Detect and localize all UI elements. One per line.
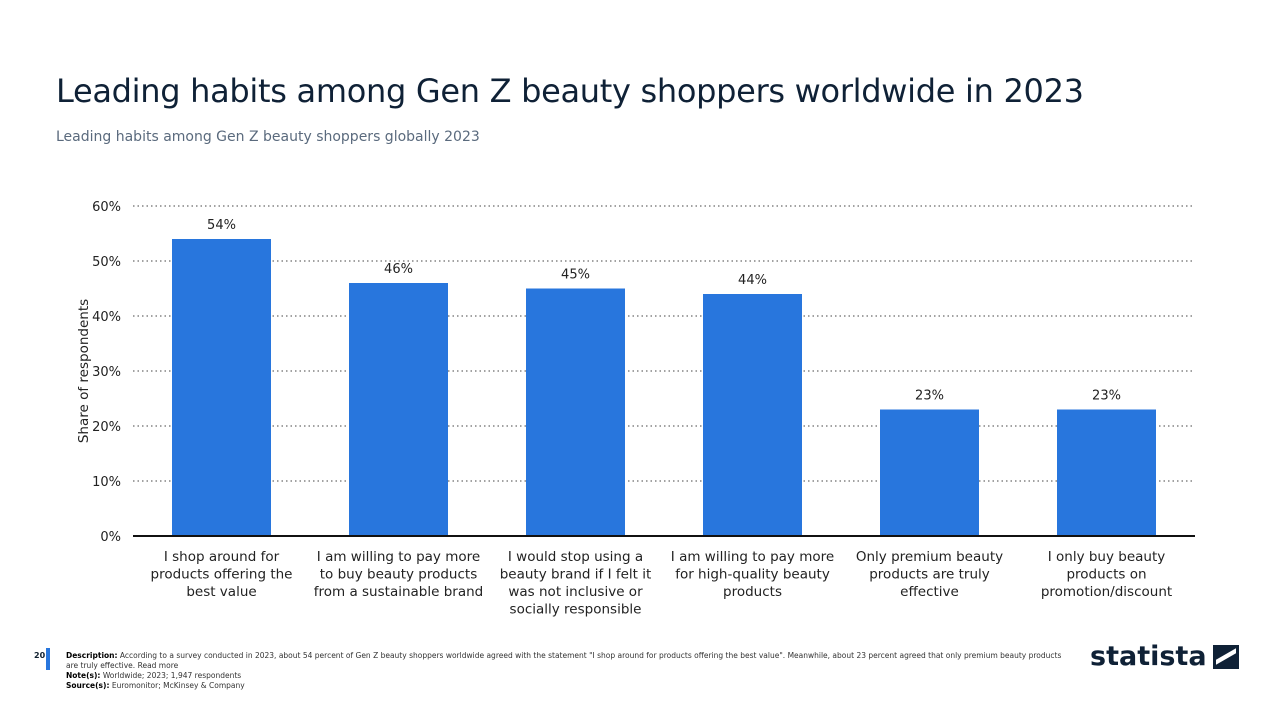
notes-label: Note(s): (66, 671, 101, 680)
logo-text: statista (1090, 641, 1207, 672)
data-label: 23% (915, 389, 944, 404)
x-tick-label: promotion/discount (1041, 584, 1172, 600)
data-label: 54% (207, 218, 236, 233)
bar (1057, 409, 1156, 536)
x-tick-label: from a sustainable brand (314, 584, 483, 600)
chart-title: Leading habits among Gen Z beauty shoppe… (56, 72, 1084, 110)
bar (526, 288, 625, 536)
y-tick-label: 20% (92, 420, 121, 435)
notes-text: Worldwide; 2023; 1,947 respondents (102, 671, 242, 680)
y-tick-label: 50% (92, 255, 121, 270)
x-tick-label: I am willing to pay more (317, 549, 480, 565)
data-label: 44% (738, 273, 767, 288)
x-tick-label: for high-quality beauty (675, 567, 830, 583)
x-tick-label: to buy beauty products (320, 567, 478, 583)
x-tick-label: beauty brand if I felt it (500, 567, 652, 583)
y-tick-label: 10% (92, 475, 121, 490)
x-tick-label: I only buy beauty (1048, 549, 1166, 565)
x-tick-label: products (723, 584, 782, 600)
source-text: Euromonitor; McKinsey & Company (111, 681, 245, 690)
bar (349, 283, 448, 536)
x-tick-label: effective (900, 584, 959, 600)
page-number: 20 (34, 651, 46, 660)
page-accent-bar (46, 648, 50, 670)
x-tick-label: socially responsible (510, 602, 642, 618)
x-tick-label: I shop around for (164, 549, 280, 565)
bar (703, 294, 802, 536)
x-tick-label: I would stop using a (508, 549, 643, 565)
data-label: 45% (561, 268, 590, 283)
y-tick-label: 0% (100, 530, 121, 545)
read-more-link[interactable]: Read more (137, 661, 179, 670)
y-tick-label: 30% (92, 365, 121, 380)
y-axis-label: Share of respondents (76, 299, 92, 443)
description-text: According to a survey conducted in 2023,… (66, 651, 1062, 670)
x-tick-label: best value (186, 584, 256, 600)
x-tick-label: products on (1066, 567, 1146, 583)
y-tick-label: 60% (92, 200, 121, 215)
x-tick-label: products are truly (869, 567, 990, 583)
source-label: Source(s): (66, 681, 110, 690)
x-tick-label: Only premium beauty (856, 549, 1003, 565)
description-label: Description: (66, 651, 118, 660)
bar-chart: 0% 10% 20% 30% 40% 50% 60% 54% I shop around for… (76, 200, 1195, 618)
bar (880, 409, 979, 536)
statista-logo[interactable]: statista (1090, 641, 1239, 672)
x-tick-label: I am willing to pay more (671, 549, 834, 565)
data-label: 46% (384, 262, 413, 277)
y-tick-label: 40% (92, 310, 121, 325)
bar (172, 239, 271, 536)
x-tick-label: was not inclusive or (508, 584, 643, 600)
footer-notes: Description: According to a survey condu… (66, 651, 1066, 691)
data-label: 23% (1092, 389, 1121, 404)
chart-subtitle: Leading habits among Gen Z beauty shoppe… (56, 129, 480, 145)
x-tick-label: products offering the (151, 567, 293, 583)
statista-logo-icon (1212, 644, 1239, 669)
